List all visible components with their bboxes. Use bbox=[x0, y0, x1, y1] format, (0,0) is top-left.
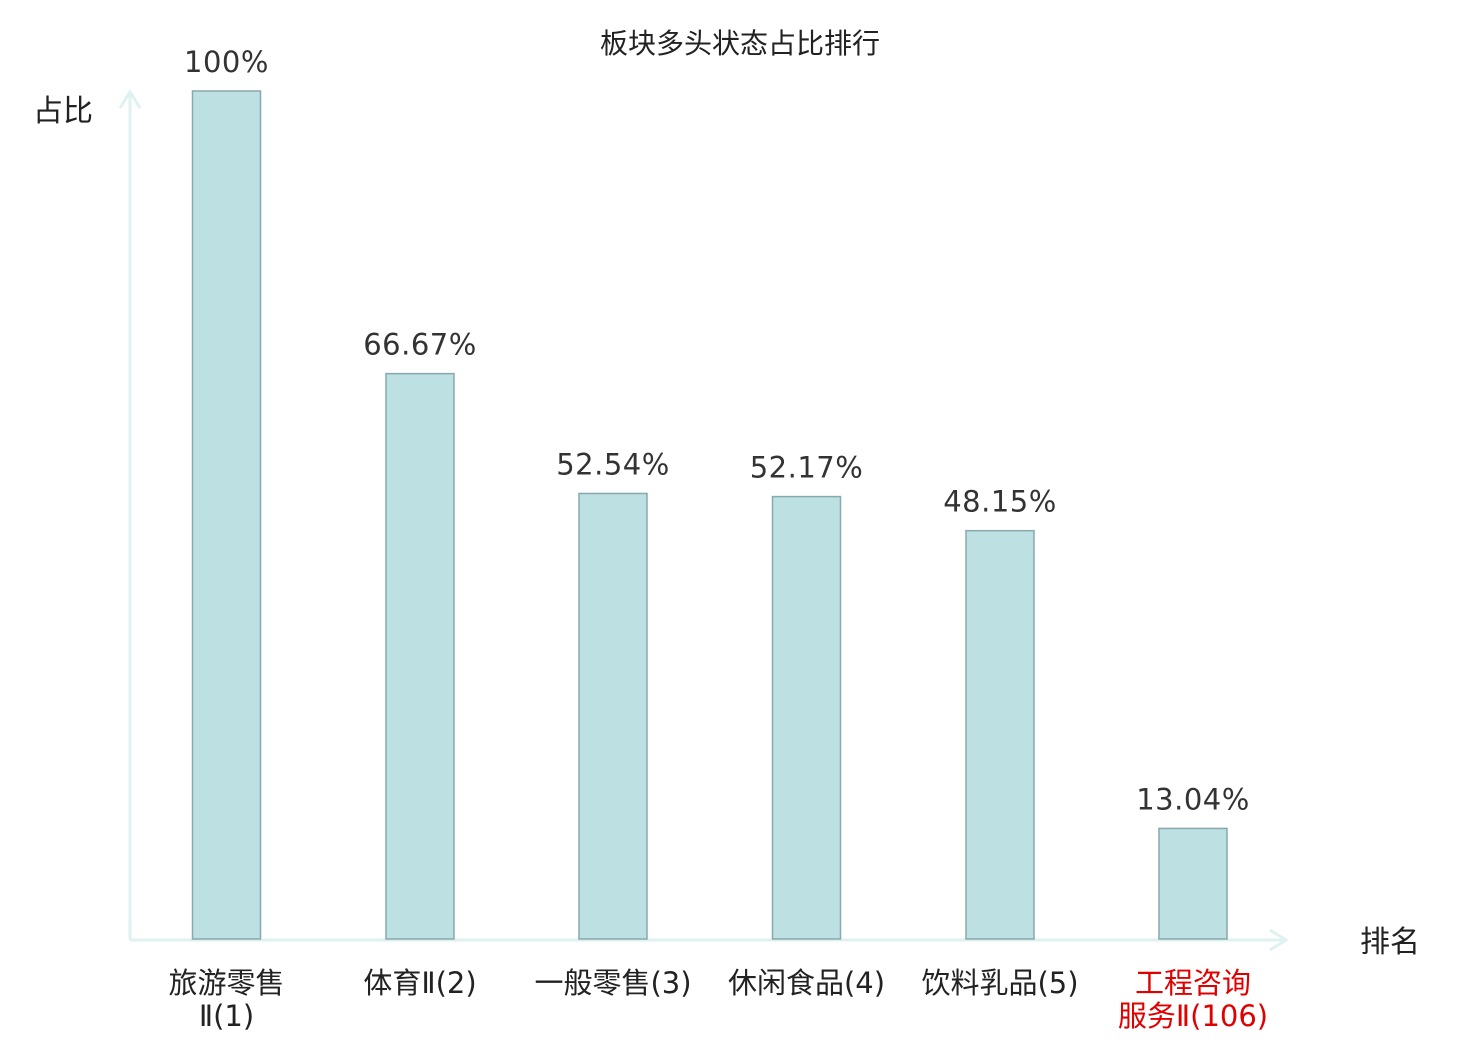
value-label-4: 52.17% bbox=[750, 451, 864, 485]
value-label-5: 48.15% bbox=[943, 485, 1057, 519]
bar-1 bbox=[191, 90, 262, 940]
bars-group bbox=[191, 90, 1228, 940]
category-label-4: 休闲食品(4) bbox=[728, 966, 885, 1000]
x-axis-label: 排名 bbox=[1360, 925, 1420, 960]
value-label-3: 52.54% bbox=[556, 447, 670, 481]
value-label-1: 100% bbox=[184, 45, 269, 79]
category-label-3: 一般零售(3) bbox=[534, 966, 691, 1000]
category-labels-group: 旅游零售 Ⅱ(1) 体育Ⅱ(2) 一般零售(3) 休闲食品(4) 饮料乳品(5) 工程咨询服… bbox=[168, 966, 1268, 1033]
bar-2 bbox=[385, 372, 455, 940]
bar-4 bbox=[771, 495, 842, 940]
bar-3 bbox=[578, 492, 648, 940]
axes: 占比 排名 bbox=[33, 89, 1420, 960]
y-axis-arrow-icon bbox=[118, 89, 142, 109]
x-axis-arrow-icon bbox=[1269, 928, 1289, 952]
category-label-1: 旅游零售 Ⅱ(1) bbox=[168, 966, 284, 1033]
value-label-2: 66.67% bbox=[363, 328, 477, 362]
category-label-5: 饮料乳品(5) bbox=[921, 966, 1078, 1000]
value-labels-group: 100% 66.67% 52.54% 52.17% 48.15% 13.04% bbox=[184, 45, 1250, 816]
bar-5 bbox=[965, 529, 1035, 940]
value-label-6: 13.04% bbox=[1136, 782, 1250, 816]
y-axis-label: 占比 bbox=[33, 94, 93, 129]
chart-title: 板块多头状态占比排行 bbox=[600, 27, 880, 60]
category-label-6: 工程咨询服务Ⅱ(106) bbox=[1118, 966, 1268, 1033]
category-label-2: 体育Ⅱ(2) bbox=[363, 966, 476, 1000]
bar-6 bbox=[1158, 827, 1228, 940]
